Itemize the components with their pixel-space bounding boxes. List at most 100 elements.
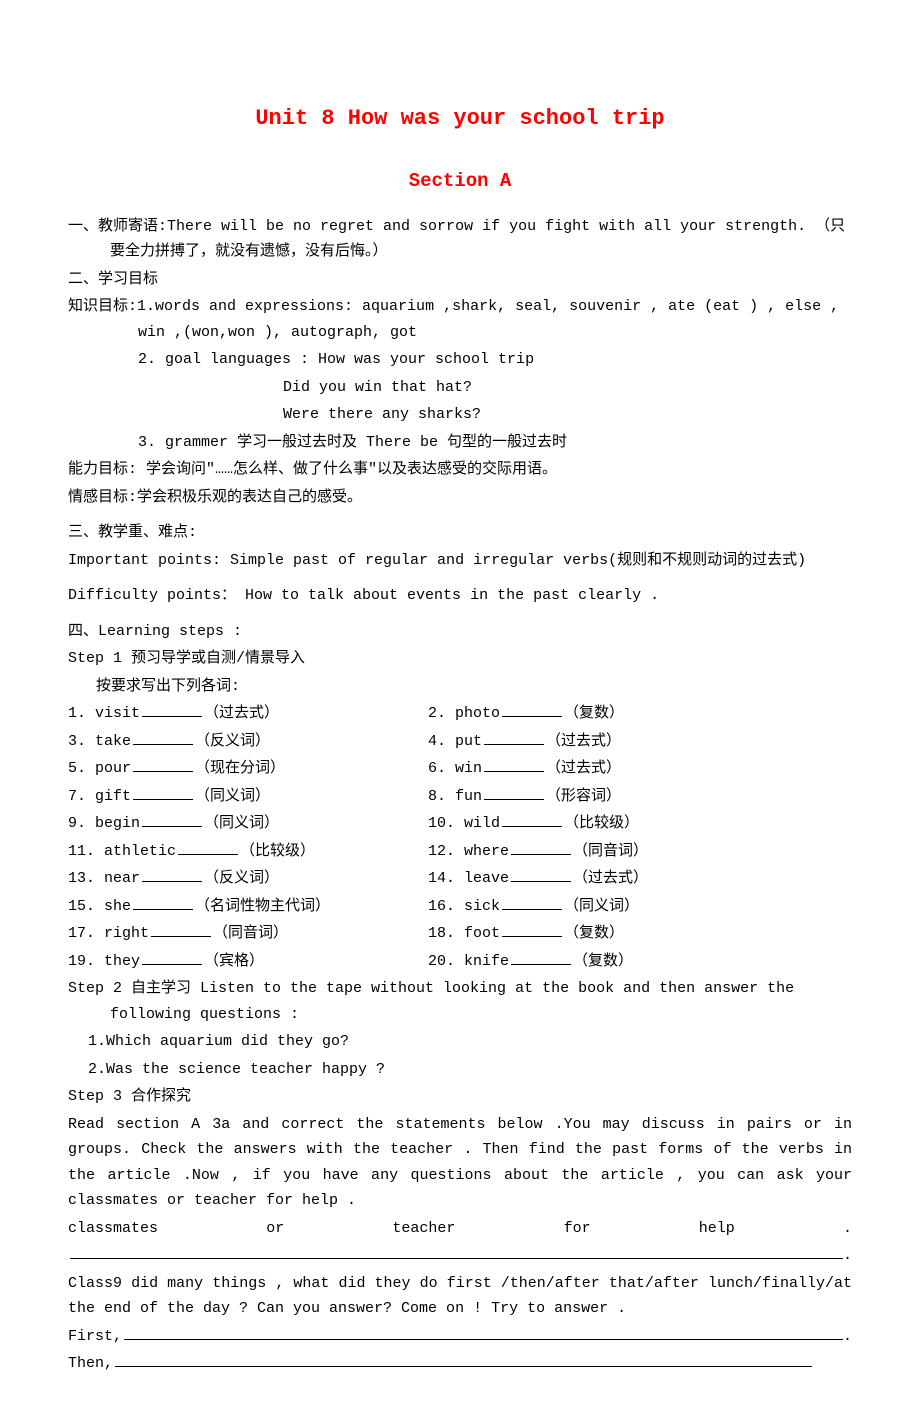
first-line: First, . [68, 1324, 852, 1350]
vocab-blank[interactable] [142, 703, 202, 717]
vocab-right: 12. where（同音词） [428, 839, 852, 865]
blank-rule[interactable] [70, 1245, 843, 1259]
vocab-row: 19. they（宾格） 20. knife（复数） [68, 949, 852, 975]
knowledge-goal: 知识目标:1.words and expressions: aquarium ,… [68, 294, 852, 345]
help-word4: for [564, 1220, 591, 1237]
vocab-right: 10. wild（比较级） [428, 811, 852, 837]
knowledge-item1: 1.words and expressions: aquarium ,shark… [137, 298, 839, 341]
vocab-right: 2. photo（复数） [428, 701, 852, 727]
vocab-blank[interactable] [502, 813, 562, 827]
vocab-blank[interactable] [142, 813, 202, 827]
vocab-row: 3. take（反义词） 4. put（过去式） [68, 729, 852, 755]
step3-read: Read section A 3a and correct the statem… [68, 1112, 852, 1214]
period: . [843, 1324, 852, 1350]
vocab-list: 1. visit（过去式） 2. photo（复数）3. take（反义词） 4… [68, 701, 852, 974]
vocab-blank[interactable] [142, 951, 202, 965]
knowledge-label: 知识目标: [68, 298, 137, 315]
blank-line-1: . [68, 1243, 852, 1269]
vocab-blank[interactable] [133, 896, 193, 910]
vocab-blank[interactable] [511, 951, 571, 965]
vocab-blank[interactable] [484, 786, 544, 800]
vocab-row: 15. she（名词性物主代词） 16. sick（同义词） [68, 894, 852, 920]
vocab-row: 17. right（同音词） 18. foot（复数） [68, 921, 852, 947]
step2-title: Step 2 自主学习 Listen to the tape without l… [68, 976, 852, 1027]
class9-text: Class9 did many things , what did they d… [68, 1271, 852, 1322]
vocab-left: 13. near（反义词） [68, 866, 428, 892]
knowledge-item2-line2: Did you win that hat? [68, 375, 852, 401]
vocab-blank[interactable] [502, 896, 562, 910]
vocab-row: 13. near（反义词） 14. leave（过去式） [68, 866, 852, 892]
ability-goal: 能力目标: 学会询问"……怎么样、做了什么事"以及表达感受的交际用语。 [68, 457, 852, 483]
vocab-right: 6. win（过去式） [428, 756, 852, 782]
vocab-right: 4. put（过去式） [428, 729, 852, 755]
difficulty-points: Difficulty points： How to talk about eve… [68, 583, 852, 609]
emotion-goal: 情感目标:学会积极乐观的表达自己的感受。 [68, 485, 852, 511]
read-middle2: .Now , if you have any questions about t… [183, 1167, 589, 1184]
main-title: Unit 8 How was your school trip [68, 100, 852, 137]
help-word5: help [699, 1220, 735, 1237]
important-points: Important points: Simple past of regular… [68, 548, 852, 574]
vocab-blank[interactable] [133, 786, 193, 800]
vocab-right: 8. fun（形容词） [428, 784, 852, 810]
vocab-right: 20. knife（复数） [428, 949, 852, 975]
points-header: 三、教学重、难点: [68, 520, 852, 546]
knowledge-item3: 3. grammer 学习一般过去时及 There be 句型的一般过去时 [68, 430, 852, 456]
goals-header: 二、学习目标 [68, 267, 852, 293]
vocab-row: 1. visit（过去式） 2. photo（复数） [68, 701, 852, 727]
vocab-left: 3. take（反义词） [68, 729, 428, 755]
vocab-blank[interactable] [133, 731, 193, 745]
motto-label: 一、教师寄语: [68, 218, 167, 235]
vocab-left: 9. begin（同义词） [68, 811, 428, 837]
vocab-blank[interactable] [133, 758, 193, 772]
then-line: Then, [68, 1351, 852, 1377]
article1: article [95, 1167, 183, 1184]
help-word2: or [266, 1220, 284, 1237]
step1-title: Step 1 预习导学或自测/情景导入 [68, 646, 852, 672]
vocab-blank[interactable] [178, 841, 238, 855]
step3-title: Step 3 合作探究 [68, 1084, 852, 1110]
vocab-left: 15. she（名词性物主代词） [68, 894, 428, 920]
vocab-left: 7. gift（同义词） [68, 784, 428, 810]
vocab-blank[interactable] [142, 868, 202, 882]
help-word6: . [843, 1220, 852, 1237]
first-blank[interactable] [124, 1326, 843, 1340]
vocab-left: 19. they（宾格） [68, 949, 428, 975]
vocab-right: 16. sick（同义词） [428, 894, 852, 920]
vocab-blank[interactable] [502, 923, 562, 937]
help-line: classmates or teacher for help . [68, 1216, 852, 1242]
read-span: section A 3a [104, 1116, 242, 1133]
vocab-blank[interactable] [511, 841, 571, 855]
motto-block: 一、教师寄语:There will be no regret and sorro… [68, 214, 852, 265]
vocab-blank[interactable] [502, 703, 562, 717]
step2-q2: 2.Was the science teacher happy ? [68, 1057, 852, 1083]
vocab-left: 17. right（同音词） [68, 921, 428, 947]
vocab-blank[interactable] [484, 731, 544, 745]
then-label: Then, [68, 1351, 113, 1377]
knowledge-item2-line3: Were there any sharks? [68, 402, 852, 428]
vocab-right: 18. foot（复数） [428, 921, 852, 947]
first-label: First, [68, 1324, 122, 1350]
step2-q1: 1.Which aquarium did they go? [68, 1029, 852, 1055]
vocab-row: 7. gift（同义词） 8. fun（形容词） [68, 784, 852, 810]
vocab-row: 11. athletic（比较级） 12. where（同音词） [68, 839, 852, 865]
vocab-row: 9. begin（同义词） 10. wild（比较级） [68, 811, 852, 837]
vocab-left: 5. pour（现在分词） [68, 756, 428, 782]
vocab-blank[interactable] [151, 923, 211, 937]
period: . [843, 1243, 852, 1269]
help-word3: teacher [392, 1220, 455, 1237]
vocab-blank[interactable] [484, 758, 544, 772]
vocab-blank[interactable] [511, 868, 571, 882]
step1-instruction: 按要求写出下列各词: [68, 674, 852, 700]
vocab-left: 11. athletic（比较级） [68, 839, 428, 865]
motto-text: There will be no regret and sorrow if yo… [110, 218, 845, 261]
article2: article [588, 1167, 676, 1184]
then-blank[interactable] [115, 1353, 812, 1367]
vocab-right: 14. leave（过去式） [428, 866, 852, 892]
section-title: Section A [68, 165, 852, 197]
read-before: Read [68, 1116, 104, 1133]
steps-header: 四、Learning steps : [68, 619, 852, 645]
vocab-left: 1. visit（过去式） [68, 701, 428, 727]
vocab-row: 5. pour（现在分词） 6. win（过去式） [68, 756, 852, 782]
help-word1: classmates [68, 1220, 158, 1237]
knowledge-item2: 2. goal languages : How was your school … [68, 347, 852, 373]
